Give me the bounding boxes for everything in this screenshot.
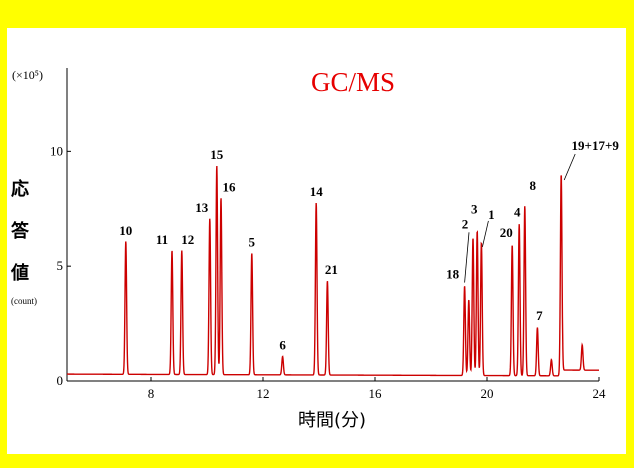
- y-tick-label: 10: [50, 143, 63, 158]
- x-tick-label: 12: [257, 386, 270, 401]
- peak-label: 11: [156, 232, 168, 247]
- chart-title: GC/MS: [311, 67, 395, 97]
- leader-line: [563, 153, 576, 181]
- peak-label: 12: [181, 232, 194, 247]
- peak-label: 5: [249, 234, 256, 249]
- peak-label: 1: [488, 207, 495, 222]
- peak-label: 18: [446, 267, 460, 282]
- peak-label: 15: [210, 147, 224, 162]
- leader-line: [482, 220, 489, 248]
- peak-label: 6: [279, 338, 286, 353]
- y-tick-label: 5: [57, 258, 64, 273]
- peak-label: 20: [500, 225, 513, 240]
- trace-group: [67, 165, 599, 377]
- y-axis-label-char: 値: [10, 262, 29, 284]
- chromatogram-trace: [67, 165, 599, 377]
- chart-frame: 8 12 16 20 24 0 5 10 10 11 12 13 15 16 5 6 14 21 18 2 3 1 20 4…: [7, 28, 626, 454]
- x-tick-label: 16: [369, 386, 383, 401]
- peak-label: 4: [514, 205, 521, 220]
- y-axis-label-char: 答: [11, 220, 30, 242]
- x-tick-label: 24: [593, 386, 607, 401]
- peak-label: 21: [325, 262, 338, 277]
- peak-label: 8: [530, 178, 537, 193]
- y-axis-label-char: 応: [11, 178, 29, 200]
- peak-label: 10: [119, 223, 132, 238]
- peak-label: 3: [471, 201, 478, 216]
- leader-line: [464, 232, 470, 283]
- peak-label: 19+17+9: [572, 138, 620, 153]
- peak-label: 2: [462, 216, 469, 231]
- y-multiplier: (×10⁵): [12, 68, 43, 82]
- x-axis-label: 時間(分): [298, 410, 366, 431]
- x-tick-label: 8: [148, 386, 155, 401]
- peak-label: 14: [310, 184, 324, 199]
- peak-label: 7: [536, 308, 543, 323]
- y-axis-unit: (count): [11, 296, 37, 306]
- x-tick-label: 20: [481, 386, 494, 401]
- peak-label: 13: [195, 200, 209, 215]
- peak-label: 16: [223, 179, 237, 194]
- y-tick-label: 0: [57, 373, 64, 388]
